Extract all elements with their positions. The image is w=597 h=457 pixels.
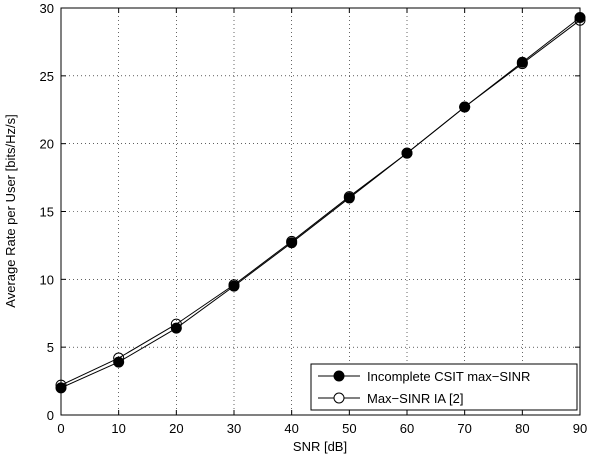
legend-label-max-sinr-ia: Max−SINR IA [2]	[367, 391, 463, 406]
series-1-point	[516, 58, 528, 70]
plot-background	[61, 8, 580, 415]
x-tick-label: 80	[515, 421, 529, 436]
x-tick-label: 20	[169, 421, 183, 436]
y-tick-label: 25	[40, 69, 54, 84]
y-tick-label: 20	[40, 137, 54, 152]
series-1-point	[459, 101, 471, 113]
series-line-0	[60, 17, 581, 389]
series-0-point	[113, 356, 125, 368]
series-1-point	[228, 279, 240, 291]
y-tick-label: 15	[40, 205, 54, 220]
x-tick-label: 40	[284, 421, 298, 436]
y-tick-label: 10	[40, 272, 54, 287]
legend: Incomplete CSIT max−SINR Max−SINR IA [2]	[310, 363, 578, 411]
x-tick-label: 90	[573, 421, 587, 436]
legend-marker-incomplete-csit	[333, 370, 345, 382]
grid-lines	[61, 8, 580, 415]
series-1-point	[286, 235, 298, 247]
y-tick-label: 5	[47, 340, 54, 355]
y-axis-label: Average Rate per User [bits/Hz/s]	[3, 114, 18, 307]
series-line-1	[60, 19, 581, 386]
x-axis-label: SNR [dB]	[293, 439, 347, 454]
series-1-point	[113, 352, 125, 364]
x-tick-label: 10	[111, 421, 125, 436]
x-tick-label: 0	[57, 421, 64, 436]
x-tick-label: 60	[400, 421, 414, 436]
y-tick-label: 30	[40, 1, 54, 16]
series-1-point	[343, 191, 355, 203]
series-1-point	[170, 318, 182, 330]
x-tick-label: 70	[457, 421, 471, 436]
legend-label-incomplete-csit: Incomplete CSIT max−SINR	[367, 369, 530, 384]
axis-ticks: 0 10 20 30 40 50 60 70 80 90 0 5 10 15 20 25 30	[40, 1, 588, 436]
legend-marker-max-sinr-ia	[333, 392, 345, 404]
y-tick-label: 0	[47, 408, 54, 423]
series-0-point	[170, 322, 182, 334]
legend-box	[310, 363, 578, 411]
series-1-point	[401, 147, 413, 159]
x-tick-label: 50	[342, 421, 356, 436]
x-tick-label: 30	[227, 421, 241, 436]
series-layer	[55, 11, 586, 394]
